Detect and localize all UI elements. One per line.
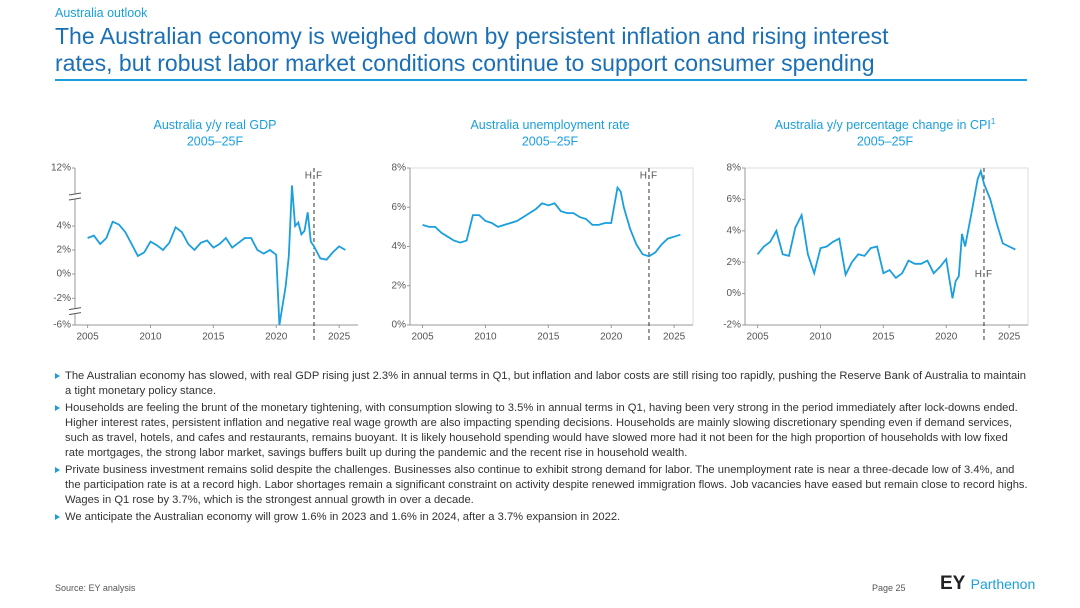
forecast-label: H — [975, 269, 982, 280]
y-tick-label: 0% — [727, 288, 742, 299]
forecast-label: H — [305, 171, 312, 182]
chart-title: Australia y/y percentage change in CPI1 — [775, 117, 996, 132]
y-tick-label: 2% — [392, 280, 407, 291]
chart-title-text: Australia y/y percentage change in CPI — [775, 118, 991, 132]
x-tick-label: 2005 — [746, 332, 769, 343]
axis-break — [68, 312, 82, 316]
x-tick-label: 2025 — [328, 332, 351, 343]
title-note: 1 — [991, 117, 996, 126]
forecast-label: F — [316, 171, 322, 182]
x-tick-label: 2020 — [600, 332, 623, 343]
data-line — [422, 185, 681, 258]
bullet: The Australian economy has slowed, with … — [55, 369, 1030, 399]
y-tick-label: -6% — [53, 320, 71, 331]
y-tick-label: 8% — [392, 163, 407, 174]
title-line: The Australian economy is weighed down b… — [55, 23, 889, 49]
bullet: Households are feeling the brunt of the … — [55, 401, 1030, 461]
y-tick-label: 8% — [727, 163, 742, 174]
x-tick-label: 2020 — [265, 332, 288, 343]
y-tick-label: 4% — [392, 241, 407, 252]
forecast-label: F — [651, 171, 657, 182]
source: Source: EY analysis — [55, 583, 136, 593]
x-tick-label: 2015 — [537, 332, 560, 343]
chart-subtitle: 2005–25F — [857, 134, 914, 148]
x-tick-label: 2010 — [474, 332, 497, 343]
y-tick-label: 2% — [727, 257, 742, 268]
y-tick-label: -2% — [53, 293, 71, 304]
axis-break-gap — [69, 308, 81, 314]
logo: EY Parthenon — [940, 573, 1035, 595]
x-tick-label: 2010 — [139, 332, 162, 343]
logo-text: Parthenon — [970, 576, 1036, 592]
forecast-label: H — [640, 171, 647, 182]
bullet: We anticipate the Australian economy wil… — [55, 510, 1030, 525]
logo-mark: EY — [940, 573, 966, 594]
chart-subtitle: 2005–25F — [187, 134, 244, 148]
axis-break — [68, 197, 82, 201]
plot-frame — [409, 167, 694, 326]
plot-frame — [744, 167, 1029, 326]
x-tick-label: 2005 — [76, 332, 99, 343]
axis-break-gap — [69, 194, 81, 200]
cpi-chart: Australia y/y percentage change in CPI1 2… — [723, 117, 1029, 343]
gdp-chart: Australia y/y real GDP 2005–25F -6% -2% 0% 2%… — [51, 118, 358, 343]
forecast-label: F — [986, 269, 992, 280]
bullet: Private business investment remains soli… — [55, 463, 1030, 508]
x-tick-label: 2015 — [202, 332, 225, 343]
y-tick-label: 6% — [392, 202, 407, 213]
chart-title-text: Australia y/y real GDP — [154, 118, 277, 132]
section-label: Australia outlook — [55, 6, 148, 20]
data-line — [87, 185, 346, 326]
y-tick-label: 0% — [392, 320, 407, 331]
axis-break — [68, 307, 82, 311]
x-tick-label: 2025 — [663, 332, 686, 343]
y-tick-label: 2% — [57, 245, 72, 256]
chart-title: Australia unemployment rate — [470, 118, 629, 132]
x-tick-label: 2010 — [809, 332, 832, 343]
bullet-list: The Australian economy has slowed, with … — [55, 369, 1030, 527]
data-line — [756, 168, 1016, 299]
x-tick-label: 2020 — [935, 332, 958, 343]
page-number: Page 25 — [872, 583, 906, 593]
chart-title: Australia y/y real GDP — [154, 118, 277, 132]
slide-title: The Australian economy is weighed down b… — [55, 23, 889, 77]
title-line: rates, but robust labor market condition… — [55, 50, 875, 76]
x-tick-label: 2005 — [411, 332, 434, 343]
unemployment-chart: Australia unemployment rate 2005–25F 0% 2% 4… — [392, 118, 694, 343]
y-tick-label: -2% — [723, 320, 741, 331]
x-tick-label: 2015 — [872, 332, 895, 343]
y-tick-label: 0% — [57, 269, 72, 280]
title-rule — [55, 79, 1027, 81]
axis-break — [68, 192, 82, 196]
chart-title-text: Australia unemployment rate — [470, 118, 629, 132]
y-tick-label: 4% — [57, 221, 72, 232]
y-tick-label: 12% — [51, 163, 71, 174]
x-tick-label: 2025 — [998, 332, 1021, 343]
y-tick-label: 4% — [727, 225, 742, 236]
chart-subtitle: 2005–25F — [522, 134, 579, 148]
y-tick-label: 6% — [727, 194, 742, 205]
